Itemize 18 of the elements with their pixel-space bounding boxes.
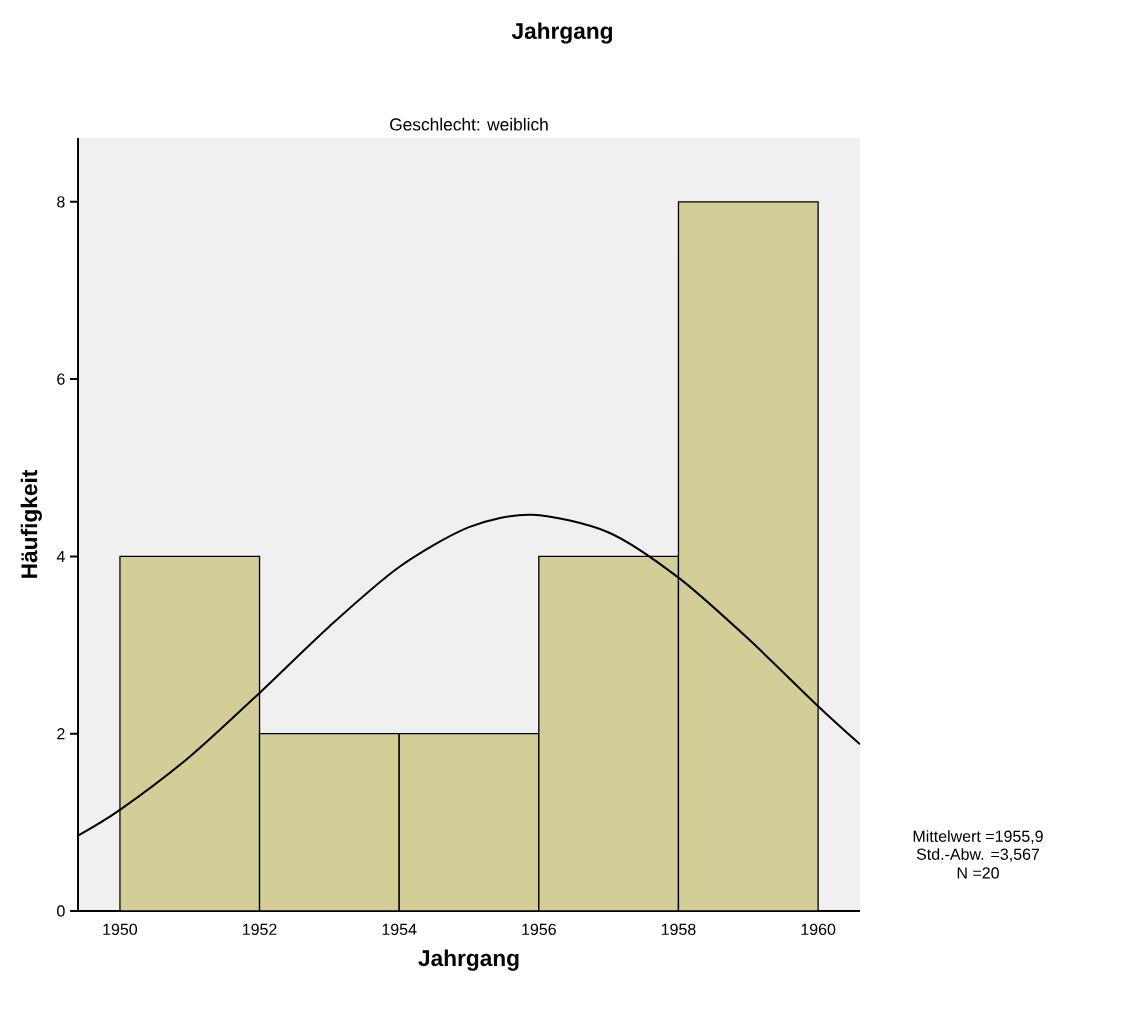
x-tick-label: 1954 <box>382 923 417 936</box>
chart-subtitle: Geschlecht: weiblich <box>390 117 548 131</box>
text: Mittelwert =1955,9 <box>913 830 1043 844</box>
y-axis-title: Häufigkeit <box>20 469 42 578</box>
x-tick-label: 1960 <box>801 923 836 936</box>
x-tick-label: 1958 <box>661 923 696 936</box>
x-tick-label: 1950 <box>103 923 138 936</box>
x-axis-title: Jahrgang <box>418 949 519 971</box>
y-tick-label: 2 <box>57 728 65 740</box>
y-tick-label: 4 <box>56 550 65 562</box>
text: Std.-Abw. =3,567 <box>916 848 1040 862</box>
x-tick-label: 1952 <box>242 923 277 936</box>
y-tick-label: 8 <box>57 196 65 208</box>
chart-title: Jahrgang <box>511 22 613 44</box>
x-tick-label: 1956 <box>522 923 556 936</box>
y-tick-label: 6 <box>57 373 65 385</box>
y-tick-label: 0 <box>57 905 65 917</box>
text: N =20 <box>957 867 999 879</box>
